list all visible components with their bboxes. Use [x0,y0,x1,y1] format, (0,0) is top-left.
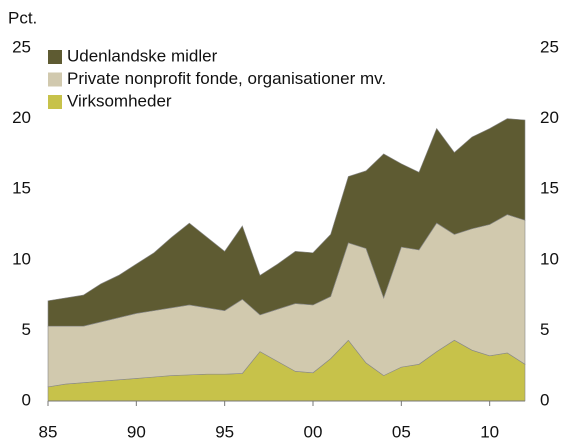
y-tick-label: 20 [12,108,31,127]
y-tick-label: 0 [22,390,31,409]
x-tick-label: 00 [304,422,323,441]
y2-tick-label: 15 [540,179,559,198]
y2-tick-label: 0 [540,390,549,409]
y2-tick-label: 25 [540,37,559,56]
area [47,118,526,327]
x-tick-label: 85 [39,422,58,441]
legend-label: Private nonprofit fonde, organisationer … [67,69,386,88]
y-tick-label: 25 [12,37,31,56]
x-tick-label: 10 [480,422,499,441]
legend-label: Udenlandske midler [67,46,218,65]
y-tick-label: 10 [12,249,31,268]
y2-tick-label: 5 [540,320,549,339]
y-tick-label: 15 [12,179,31,198]
legend-swatch [48,72,62,87]
x-tick-label: 90 [127,422,146,441]
y-tick-label: 5 [22,320,31,339]
y2-tick-label: 10 [540,249,559,268]
y2-tick-label: 20 [540,108,559,127]
x-tick-label: 95 [215,422,234,441]
legend-swatch [48,95,62,109]
legend-label: Virksomheder [67,91,172,110]
x-tick-label: 05 [392,422,411,441]
y-axis-label: Pct. [8,8,37,27]
legend-swatch [48,50,62,64]
